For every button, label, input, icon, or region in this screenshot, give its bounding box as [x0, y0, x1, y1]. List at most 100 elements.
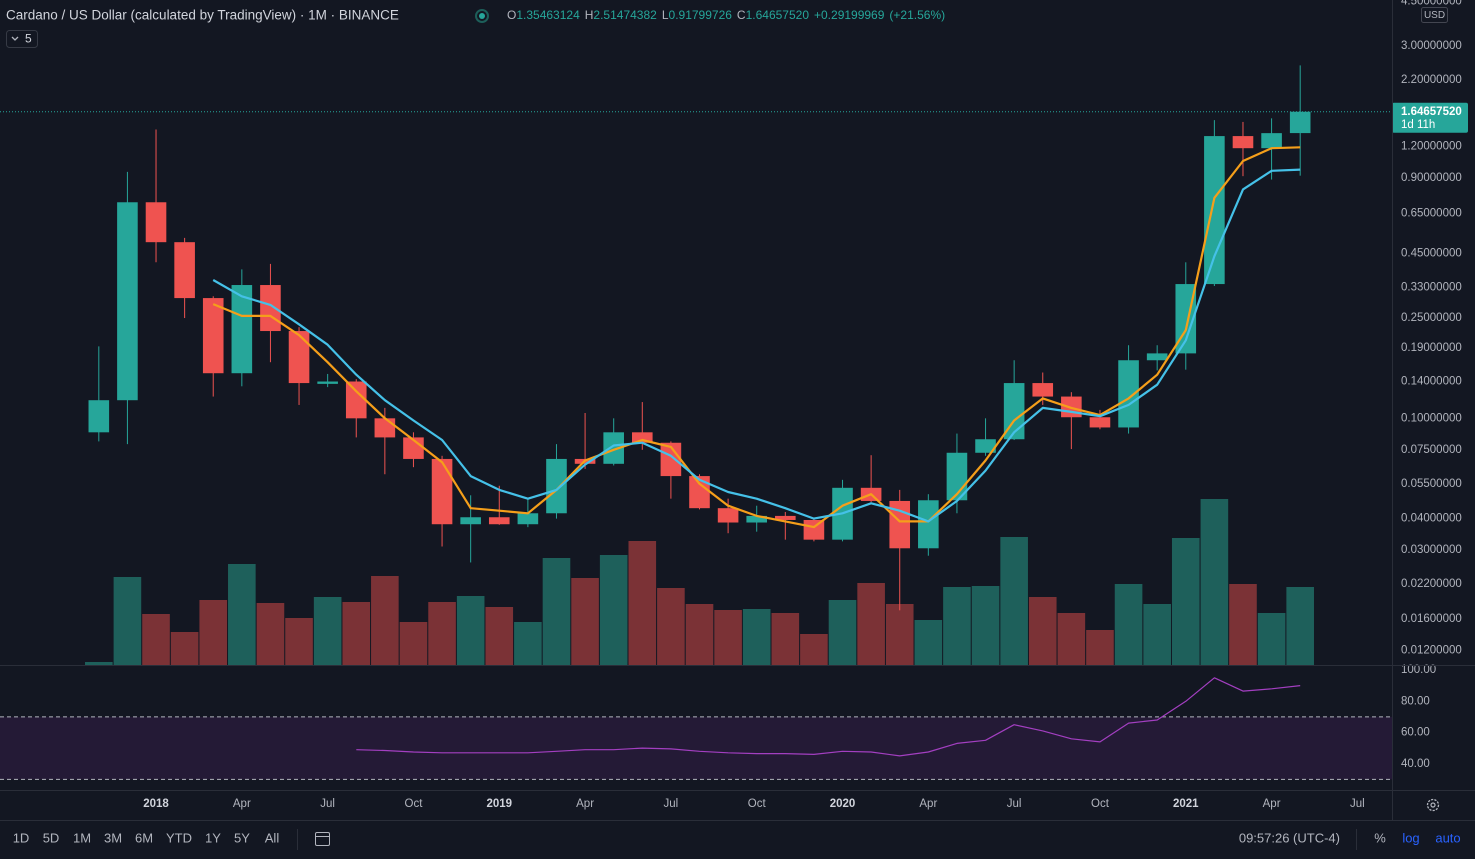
last-price-label: 1.64657520	[1401, 106, 1462, 118]
candle-body	[117, 202, 138, 401]
rsi-band	[0, 716, 1392, 780]
y-tick-label: 0.25000000	[1401, 312, 1462, 324]
candle-body	[145, 202, 167, 243]
candle-body	[1032, 383, 1054, 397]
candle-body	[1261, 133, 1282, 149]
volume-bar	[256, 603, 285, 665]
range-button[interactable]: 6M	[135, 830, 153, 845]
price-pane	[0, 65, 1392, 665]
status-ring	[475, 9, 489, 23]
y-tick-label: 0.02200000	[1401, 578, 1462, 590]
volume-bar	[371, 576, 399, 665]
volume-bar	[628, 541, 657, 665]
symbol-title: Cardano / US Dollar (calculated by Tradi…	[6, 8, 399, 23]
currency-box[interactable]	[1421, 7, 1448, 23]
y-tick-label: 4.50000000	[1401, 0, 1462, 8]
volume-bar	[85, 662, 113, 665]
candle-body	[460, 517, 481, 525]
y-tick-label: 0.01200000	[1401, 644, 1462, 656]
x-tick-label: Oct	[1091, 798, 1110, 810]
x-tick-label: Jul	[320, 798, 335, 810]
candle-body	[431, 458, 453, 525]
range-button[interactable]: YTD	[166, 830, 192, 845]
candle-body	[1232, 136, 1254, 149]
volume-bar	[885, 604, 914, 665]
change: +0.29199969	[814, 8, 885, 22]
indicator-toggle[interactable]: 5	[6, 30, 38, 48]
candle-body	[660, 442, 682, 477]
volume-bar	[342, 602, 371, 665]
x-tick-label: Apr	[919, 798, 937, 810]
ohlc-key: L	[662, 8, 669, 22]
ohlc-value: 1.64657520	[746, 8, 810, 22]
x-tick-label: Jul	[1350, 798, 1365, 810]
range-button[interactable]: 5Y	[234, 830, 250, 845]
candle-body	[231, 285, 253, 374]
range-button[interactable]: 3M	[104, 830, 122, 845]
change-percent: (+21.56%)	[889, 8, 945, 22]
volume-bar	[599, 555, 628, 665]
volume-bar	[1171, 538, 1200, 665]
calendar[interactable]	[315, 832, 330, 846]
candle-body	[803, 519, 825, 540]
clock[interactable]: 09:57:26 (UTC-4)	[1239, 830, 1340, 845]
volume-bar	[1000, 537, 1028, 665]
ohlc-value: 2.51474382	[593, 8, 657, 22]
candle-body	[1118, 360, 1139, 428]
volume-bar	[1028, 597, 1057, 665]
y-tick-label: 3.00000000	[1401, 40, 1462, 52]
date-range-icon[interactable]	[315, 832, 330, 846]
volume-bar	[1286, 587, 1314, 665]
y-tick-label: 0.10000000	[1401, 412, 1462, 424]
volume-bar	[1057, 613, 1086, 665]
volume-bar	[285, 618, 313, 665]
x-tick-label: Jul	[664, 798, 679, 810]
moving-average	[212, 168, 1301, 523]
rsi-tick-label: 80.00	[1401, 695, 1430, 707]
x-tick-label: 2018	[143, 798, 169, 810]
ohlc-value: 1.35463124	[516, 8, 580, 22]
volume-bar	[199, 600, 228, 665]
range-button[interactable]: 5D	[43, 830, 60, 845]
y-tick-label: 0.19000000	[1401, 342, 1462, 354]
range-button[interactable]: 1D	[13, 830, 30, 845]
y-tick-label: 0.04000000	[1401, 513, 1462, 525]
ohlc-key: C	[737, 8, 746, 22]
candle-body	[1089, 417, 1111, 428]
range-button[interactable]: 1M	[73, 830, 91, 845]
x-tick-label: 2021	[1173, 798, 1199, 810]
candle-body	[260, 285, 281, 332]
y-tick-label: 0.05500000	[1401, 478, 1462, 490]
range-button[interactable]: 1Y	[205, 830, 221, 845]
auto-toggle[interactable]: auto	[1435, 830, 1460, 845]
y-tick-label: 0.01600000	[1401, 613, 1462, 625]
ohlc-legend: O1.35463124 H2.51474382 L0.91799726 C1.6465…	[507, 8, 945, 22]
indicator-box[interactable]	[6, 30, 38, 48]
volume-bar	[943, 587, 971, 665]
candle-body	[202, 298, 224, 374]
y-tick-label: 0.45000000	[1401, 248, 1462, 260]
rsi-tick-label: 60.00	[1401, 727, 1430, 739]
status-dot	[479, 13, 485, 19]
volume-bar	[514, 622, 542, 665]
gear[interactable]	[1426, 798, 1440, 812]
volume-bar	[1086, 630, 1114, 665]
y-tick-label: 0.65000000	[1401, 207, 1462, 219]
candle-body	[345, 381, 367, 419]
candle-body	[918, 500, 939, 549]
percent-toggle[interactable]: %	[1374, 830, 1386, 845]
settings-icon[interactable]	[1426, 798, 1440, 812]
x-tick-label: Oct	[405, 798, 424, 810]
range-button[interactable]: All	[265, 830, 280, 845]
volume-bar	[742, 609, 771, 665]
log-toggle[interactable]: log	[1402, 830, 1419, 845]
x-tick-label: Jul	[1007, 798, 1022, 810]
gear-hub	[1430, 802, 1436, 808]
candle-body	[1003, 383, 1025, 440]
volume-bar	[571, 578, 599, 665]
rsi-pane	[0, 677, 1392, 780]
volume-bar	[1200, 499, 1229, 665]
